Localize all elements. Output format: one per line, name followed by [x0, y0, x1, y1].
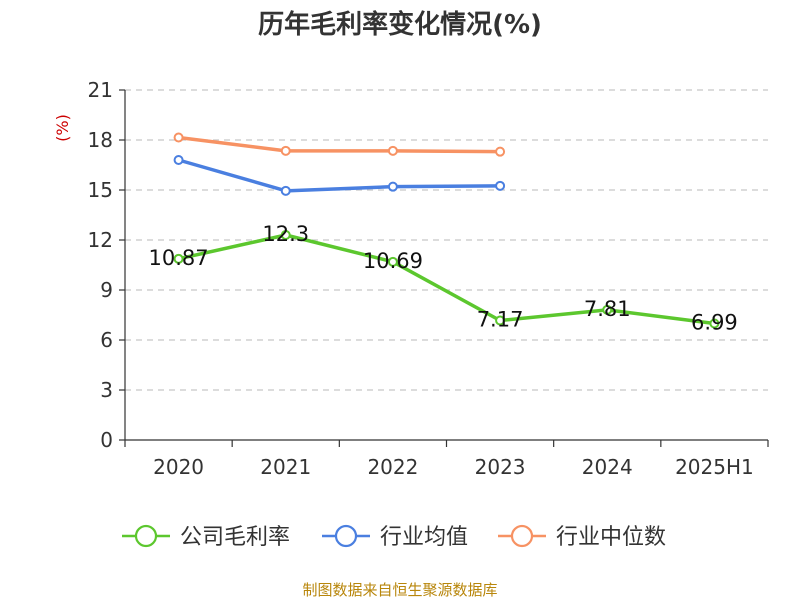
y-tick-label-18: 18 [88, 128, 113, 152]
legend-label-2: 行业均值 [380, 525, 468, 550]
legend-item-3[interactable]: 行业中位数 [498, 524, 666, 550]
data-label-2020: 10.87 [149, 246, 209, 270]
axes: 0 3 6 9 12 15 18 21 2020 2021 2022 2023 2024 2025H1 [88, 78, 769, 479]
data-label-2022: 10.69 [363, 249, 423, 273]
x-tick-label-2023: 2023 [475, 455, 526, 479]
data-point-2-2021 [280, 185, 291, 196]
y-tick-label-6: 6 [100, 328, 113, 352]
data-point-1-2023 [495, 315, 506, 326]
x-tick-label-2020: 2020 [153, 455, 204, 479]
y-tick-label-15: 15 [88, 178, 113, 202]
y-tick-label-3: 3 [100, 378, 113, 402]
series-layer [173, 132, 720, 329]
data-point-2-2023 [495, 180, 506, 191]
y-tick-label-9: 9 [100, 278, 113, 302]
chart-title: 历年毛利率变化情况(%) [258, 9, 542, 40]
data-point-3-2023 [495, 146, 506, 157]
data-point-2-2020 [173, 155, 184, 165]
data-point-1-2025H1 [709, 318, 720, 329]
data-label-2023: 7.17 [477, 308, 524, 332]
data-point-2-2022 [387, 181, 398, 192]
legend-label-3: 行业中位数 [556, 525, 666, 550]
series-line-1 [178, 233, 715, 326]
grid-lines [125, 89, 768, 391]
data-point-1-2021 [280, 230, 291, 240]
data-label-2024: 7.81 [584, 297, 631, 321]
legend-marker-1 [134, 524, 158, 548]
data-point-1-2022 [387, 256, 398, 267]
legend-label-1: 公司毛利率 [180, 525, 290, 550]
data-label-2025H1: 6.99 [691, 311, 738, 335]
y-tick-label-0: 0 [100, 428, 113, 452]
x-tick-label-2024: 2024 [582, 455, 633, 479]
legend-item-1[interactable]: 公司毛利率 [122, 524, 290, 550]
legend-marker-3 [510, 524, 534, 548]
y-axis-unit: (%) [53, 114, 72, 142]
data-point-3-2022 [387, 145, 398, 156]
data-labels: 10.87 12.3 10.69 7.17 7.81 6.99 [149, 222, 738, 335]
x-tick-label-2022: 2022 [367, 455, 418, 479]
legend-item-2[interactable]: 行业均值 [322, 524, 468, 550]
legend[interactable]: 公司毛利率 行业均值 行业中位数 [122, 524, 666, 550]
y-tick-label-12: 12 [88, 228, 113, 252]
data-point-3-2021 [280, 145, 291, 156]
series-line-3 [178, 135, 501, 154]
x-tick-label-2025H1: 2025H1 [675, 455, 754, 479]
legend-marker-2 [334, 524, 358, 548]
data-point-1-2024 [602, 304, 613, 315]
x-tick-label-2021: 2021 [260, 455, 311, 479]
y-tick-label-21: 21 [88, 78, 113, 102]
data-label-2021: 12.3 [262, 222, 309, 246]
source-note: 制图数据来自恒生聚源数据库 [302, 581, 497, 599]
data-point-3-2020 [173, 132, 184, 143]
data-point-1-2020 [173, 253, 184, 264]
series-line-2 [178, 158, 501, 193]
